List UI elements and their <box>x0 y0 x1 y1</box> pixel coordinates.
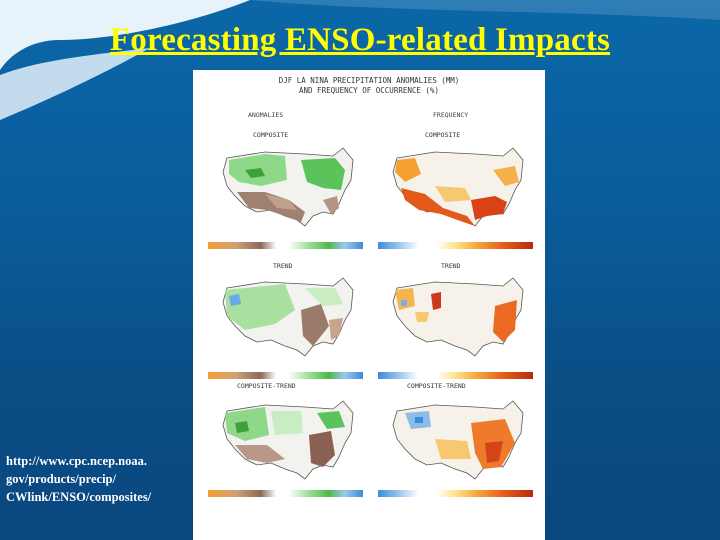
frequency-colorbar <box>378 490 533 497</box>
precipitation-composite-figure: DJF LA NINA PRECIPITATION ANOMALIES (MM)… <box>193 70 545 540</box>
figure-header-line: DJF LA NINA PRECIPITATION ANOMALIES (MM) <box>278 76 460 85</box>
anomaly-colorbar <box>208 242 363 249</box>
anomaly-colorbar <box>208 372 363 379</box>
panel-label-trend-right: TREND <box>441 262 461 270</box>
figure-header: DJF LA NINA PRECIPITATION ANOMALIES (MM)… <box>193 76 545 96</box>
figure-header-line: AND FREQUENCY OF OCCURRENCE (%) <box>299 86 439 95</box>
panel-label-composite-left: COMPOSITE <box>253 131 289 139</box>
panel-label-composite-trend-right: COMPOSITE-TREND <box>407 382 466 390</box>
panel-label-trend-left: TREND <box>273 262 293 270</box>
source-url-line: CWlink/ENSO/composites/ <box>6 490 152 504</box>
frequency-map-composite-trend <box>392 400 524 480</box>
frequency-colorbar <box>378 372 533 379</box>
slide-title: Forecasting ENSO-related Impacts <box>109 22 611 58</box>
swoosh-decoration <box>0 0 720 120</box>
source-url-line: http://www.cpc.ncep.noaa. <box>6 454 147 468</box>
anomaly-map-trend <box>222 277 354 357</box>
panel-label-composite-right: COMPOSITE <box>425 131 461 139</box>
colorbar-ticks <box>208 251 363 256</box>
colorbar-ticks <box>378 251 533 256</box>
panel-label-composite-trend-left: COMPOSITE-TREND <box>237 382 296 390</box>
frequency-map-composite <box>392 147 524 227</box>
frequency-map-trend <box>392 277 524 357</box>
anomaly-colorbar <box>208 490 363 497</box>
frequency-column-heading: FREQUENCY <box>433 111 469 119</box>
source-url: http://www.cpc.ncep.noaa. gov/products/p… <box>6 452 151 506</box>
source-url-line: gov/products/precip/ <box>6 472 116 486</box>
frequency-colorbar <box>378 242 533 249</box>
anomalies-column-heading: ANOMALIES <box>248 111 284 119</box>
anomaly-map-composite-trend <box>222 400 354 480</box>
anomaly-map-composite <box>222 147 354 227</box>
